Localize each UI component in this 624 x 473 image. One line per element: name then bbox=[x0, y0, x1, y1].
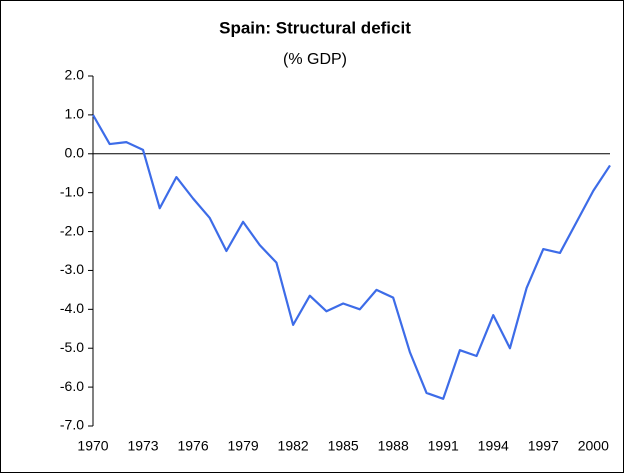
x-tick-label: 1982 bbox=[278, 438, 309, 454]
chart-title: Spain: Structural deficit bbox=[219, 18, 411, 37]
y-tick-label: -4.0 bbox=[60, 300, 84, 316]
x-tick-label: 1976 bbox=[177, 438, 208, 454]
x-tick-label: 1970 bbox=[77, 438, 108, 454]
x-tick-label: 1997 bbox=[528, 438, 559, 454]
y-tick-label: -3.0 bbox=[60, 261, 84, 277]
y-tick-label: 0.0 bbox=[65, 144, 85, 160]
y-tick-label: 1.0 bbox=[65, 106, 85, 122]
x-tick-label: 1985 bbox=[328, 438, 359, 454]
x-tick-label: 2000 bbox=[578, 438, 609, 454]
y-tick-label: -6.0 bbox=[60, 378, 84, 394]
chart-subtitle: (% GDP) bbox=[283, 51, 347, 68]
series-line bbox=[92, 114, 611, 400]
y-tick-label: -5.0 bbox=[60, 339, 84, 355]
y-tick-label: 2.0 bbox=[65, 67, 85, 83]
y-tick-label: -1.0 bbox=[60, 183, 84, 199]
x-tick-label: 1973 bbox=[127, 438, 158, 454]
x-tick-label: 1991 bbox=[428, 438, 459, 454]
x-tick-label: 1994 bbox=[478, 438, 509, 454]
y-tick-label: -7.0 bbox=[60, 417, 84, 433]
x-tick-label: 1988 bbox=[378, 438, 409, 454]
y-tick-label: -2.0 bbox=[60, 222, 84, 238]
x-tick-label: 1979 bbox=[228, 438, 259, 454]
